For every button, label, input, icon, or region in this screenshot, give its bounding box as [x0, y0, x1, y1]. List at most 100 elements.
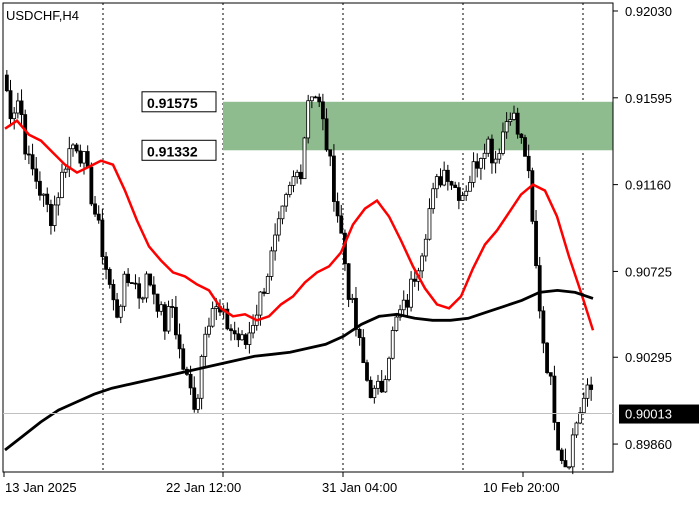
candle-body	[89, 166, 94, 205]
y-tick-label: 0.91595	[625, 91, 672, 106]
candle-body	[291, 176, 296, 186]
y-tick-label: 0.91160	[625, 178, 671, 193]
candle-body	[332, 155, 336, 202]
candle-body	[151, 284, 156, 295]
candle-body	[173, 306, 178, 336]
candle-body	[247, 332, 252, 345]
candle-body	[427, 208, 432, 240]
candle-body	[368, 379, 373, 399]
candle-body	[181, 348, 186, 370]
candle-body	[482, 152, 487, 159]
zone-bottom-label: 0.91332	[147, 143, 198, 159]
candle-body	[140, 297, 145, 300]
candle-body	[85, 151, 90, 168]
candle-body	[449, 181, 454, 186]
candle-body	[251, 324, 255, 334]
candle-body	[486, 138, 491, 154]
candle-body	[563, 460, 568, 468]
candle-body	[100, 219, 105, 258]
candle-body	[111, 284, 116, 301]
candle-body	[530, 170, 535, 222]
candle-body	[49, 203, 53, 226]
candle-body	[552, 375, 557, 423]
candle-body	[15, 100, 20, 114]
candle-body	[394, 316, 399, 331]
candle-body	[545, 342, 549, 374]
candle-body	[276, 218, 281, 236]
candle-body	[309, 96, 314, 102]
axes-layer: 0.92030 0.91595 0.91160 0.90725 0.90295 0.898…	[3, 4, 699, 495]
candle-body	[284, 194, 289, 207]
current-price-badge	[619, 404, 699, 424]
y-tick-label: 0.92030	[625, 4, 672, 19]
symbol-label: USDCHF,H4	[6, 8, 79, 23]
candle-body	[460, 195, 465, 201]
y-tick-label: 0.90295	[625, 350, 672, 365]
candle-body	[350, 297, 355, 300]
candle-body	[52, 204, 57, 226]
candle-body	[453, 184, 458, 188]
candle-body	[346, 263, 351, 300]
candle-body	[232, 330, 237, 335]
candle-body	[41, 193, 46, 196]
y-tick-label: 0.89860	[625, 437, 672, 452]
candle-body	[379, 380, 384, 393]
candle-body	[324, 118, 329, 151]
candle-body	[464, 190, 469, 196]
supply-zone	[223, 101, 613, 151]
candle-body	[78, 150, 83, 164]
candles-layer	[4, 70, 594, 475]
moving-averages-layer	[4, 119, 595, 452]
candle-body	[71, 144, 75, 150]
candle-body	[258, 291, 263, 316]
candle-body	[523, 137, 527, 157]
candle-body	[287, 184, 292, 195]
candle-body	[93, 203, 97, 215]
candle-body	[354, 297, 358, 330]
candle-body	[313, 96, 318, 99]
candle-body	[8, 90, 13, 120]
red-moving-average-line	[4, 119, 595, 331]
candle-body	[581, 397, 586, 414]
candle-body	[56, 197, 61, 206]
candle-body	[159, 304, 164, 312]
candle-body	[512, 112, 516, 120]
x-tick-label: 31 Jan 04:00	[322, 480, 397, 495]
candle-body	[497, 153, 502, 160]
candle-body	[126, 273, 131, 283]
candle-body	[556, 421, 560, 451]
candle-body	[471, 161, 476, 183]
candle-body	[196, 397, 200, 410]
candle-body	[137, 283, 142, 299]
candle-body	[475, 161, 480, 169]
x-tick-label: 10 Feb 20:00	[483, 480, 560, 495]
candle-body	[519, 133, 524, 139]
candle-body	[243, 334, 248, 345]
candle-body	[122, 273, 127, 307]
x-tick-label: 22 Jan 12:00	[166, 480, 241, 495]
candle-body	[508, 119, 513, 123]
candle-body	[585, 384, 590, 399]
candle-body	[383, 379, 388, 393]
candle-body	[515, 112, 520, 135]
candle-body	[490, 138, 494, 164]
candle-body	[456, 187, 461, 201]
candle-body	[372, 387, 377, 399]
candle-body	[401, 299, 406, 311]
candle-body	[273, 234, 278, 252]
zone-top-label-box	[141, 91, 217, 113]
candle-body	[162, 304, 167, 332]
zone-bottom-label-box	[141, 139, 217, 161]
current-price-label: 0.90013	[625, 407, 672, 422]
candle-body	[34, 168, 39, 182]
candle-body	[144, 273, 149, 299]
candle-body	[214, 306, 219, 309]
candle-body	[526, 155, 531, 172]
candle-body	[559, 449, 564, 461]
candle-body	[567, 466, 572, 469]
candle-body	[317, 96, 322, 103]
candle-body	[115, 299, 119, 318]
candle-body	[104, 256, 108, 270]
